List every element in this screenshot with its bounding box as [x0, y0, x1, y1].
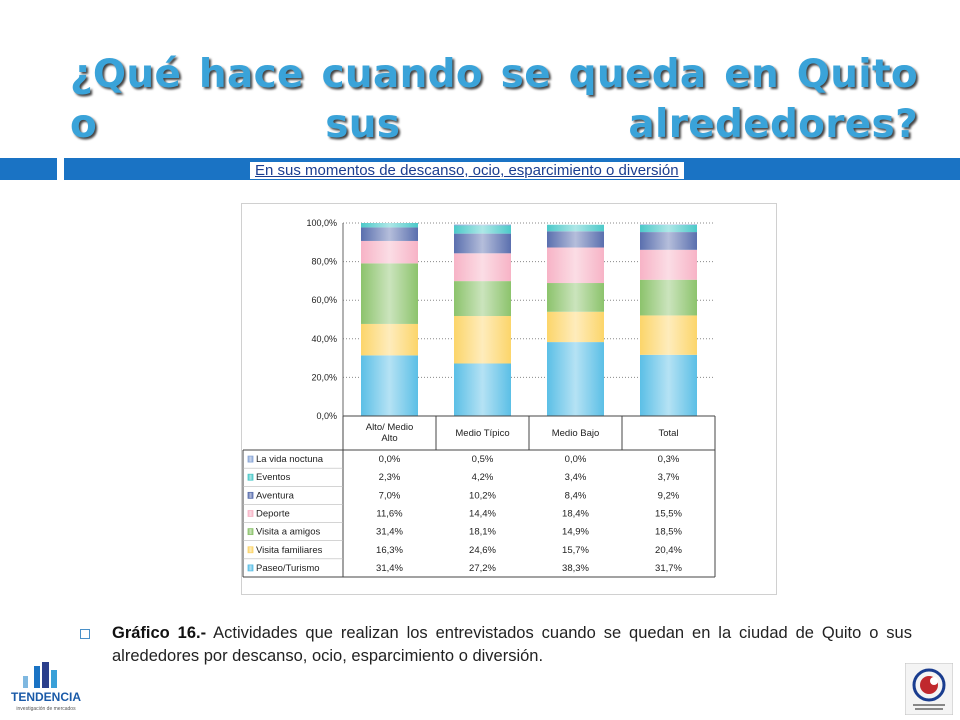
bar-segment-deporte	[640, 249, 697, 280]
legend-swatch-icon	[247, 510, 254, 517]
bar-segment-aventura	[454, 233, 511, 254]
legend-entry: Aventura	[256, 490, 295, 501]
bar-segment-aventura	[640, 232, 697, 250]
data-label: 3,7%	[658, 472, 680, 483]
legend-swatch-icon	[247, 546, 254, 554]
data-label: 31,4%	[376, 563, 403, 574]
bar-segment-aventura	[361, 227, 418, 241]
legend-swatch-icon	[247, 564, 254, 572]
data-label: 9,2%	[658, 490, 680, 501]
logo-building-1	[34, 666, 40, 688]
bar-segment-visita-a-amigos	[454, 281, 511, 317]
x-category-label: Medio Típico	[455, 428, 509, 439]
y-tick-label: 100,0%	[306, 218, 337, 228]
stacked-bar-chart: 0,0% 20,0% 40,0% 60,0% 80,0% 100,0% Alto/ Medi…	[242, 218, 716, 578]
bar-segment-visita-a-amigos	[547, 283, 604, 312]
data-label: 10,2%	[469, 490, 496, 501]
logo-spot-icon	[930, 677, 938, 685]
legend-entry: Visita familiares	[256, 545, 323, 556]
legend-entry: Eventos	[256, 472, 291, 483]
tendencia-logo: TENDENCIA investigación de mercados	[11, 662, 81, 712]
logo-left-tagline: investigación de mercados	[16, 706, 76, 712]
bar-segment-visita-familiares	[361, 323, 418, 356]
legend-entry: Visita a amigos	[256, 527, 320, 538]
data-label: 31,7%	[655, 563, 682, 574]
logo-ring-icon	[912, 668, 946, 702]
bar-segment-eventos	[361, 223, 418, 228]
data-label: 11,6%	[376, 508, 403, 519]
data-label: 14,9%	[562, 527, 589, 538]
bar-segment-la-vida-noctuna	[640, 224, 697, 225]
logo-building-4	[23, 676, 28, 688]
data-label: 31,4%	[376, 527, 403, 538]
x-category-label: Alto	[381, 433, 397, 444]
data-label: 15,5%	[655, 508, 682, 519]
data-label: 14,4%	[469, 508, 496, 519]
logo-left-text: TENDENCIA	[11, 690, 81, 704]
caption-bullet-icon	[80, 629, 90, 639]
data-label: 16,3%	[376, 545, 403, 556]
legend-entry: Paseo/Turismo	[256, 563, 320, 574]
y-tick-label: 20,0%	[311, 372, 337, 382]
data-label: 0,0%	[379, 454, 401, 465]
caption-text: Actividades que realizan los entrevistad…	[112, 624, 912, 665]
x-category-label: Alto/ Medio	[366, 422, 414, 433]
data-label: 4,2%	[472, 472, 494, 483]
bar-segment-la-vida-noctuna	[454, 224, 511, 226]
y-tick-label: 0,0%	[316, 411, 337, 421]
legend-entry: La vida noctuna	[256, 454, 324, 465]
legend-swatch-icon	[247, 528, 254, 536]
bar-segment-visita-a-amigos	[361, 263, 418, 324]
bar-segment-aventura	[547, 231, 604, 248]
legend-swatch-icon	[247, 455, 254, 463]
header-band-left	[0, 158, 57, 180]
legend-entry: Deporte	[256, 508, 290, 519]
data-label: 20,4%	[655, 545, 682, 556]
caption-label: Gráfico 16.-	[112, 624, 207, 642]
bar-segment-eventos	[640, 224, 697, 233]
data-label: 8,4%	[565, 490, 587, 501]
data-label: 18,1%	[469, 527, 496, 538]
x-category-label: Medio Bajo	[552, 428, 600, 439]
bar-segment-paseo-turismo	[454, 363, 511, 416]
data-label: 0,0%	[565, 454, 587, 465]
y-tick-label: 80,0%	[311, 257, 337, 267]
quito-tourism-logo	[905, 663, 953, 715]
bar-segment-eventos	[547, 224, 604, 232]
legend-swatch-icon	[247, 473, 254, 481]
data-label: 38,3%	[562, 563, 589, 574]
bar-segment-eventos	[454, 225, 511, 234]
data-label: 18,5%	[655, 527, 682, 538]
bar-segment-paseo-turismo	[547, 342, 604, 416]
data-label: 27,2%	[469, 563, 496, 574]
caption-body: Gráfico 16.- Actividades que realizan lo…	[112, 622, 912, 668]
data-label: 0,5%	[472, 454, 494, 465]
bar-segment-deporte	[454, 253, 511, 282]
data-label: 2,3%	[379, 472, 401, 483]
logo-building-2	[42, 662, 49, 688]
data-label: 15,7%	[562, 545, 589, 556]
bar-segment-paseo-turismo	[640, 354, 697, 416]
chart-frame: 0,0% 20,0% 40,0% 60,0% 80,0% 100,0% Alto/ Medi…	[241, 203, 777, 595]
x-category-label: Total	[658, 428, 678, 439]
figure-caption: Gráfico 16.- Actividades que realizan lo…	[80, 622, 912, 668]
y-tick-label: 40,0%	[311, 334, 337, 344]
data-label: 7,0%	[379, 490, 401, 501]
data-label: 24,6%	[469, 545, 496, 556]
bar-segment-visita-familiares	[547, 311, 604, 343]
legend-swatch-icon	[247, 491, 254, 499]
slide-subtitle: En sus momentos de descanso, ocio, espar…	[250, 162, 684, 179]
bar-segment-deporte	[361, 240, 418, 264]
data-label: 0,3%	[658, 454, 680, 465]
bar-segment-deporte	[547, 247, 604, 284]
data-label: 3,4%	[565, 472, 587, 483]
bar-segment-visita-a-amigos	[640, 279, 697, 316]
bar-segment-paseo-turismo	[361, 355, 418, 416]
y-tick-label: 60,0%	[311, 295, 337, 305]
slide-title: ¿Qué hace cuando se queda en Quito o sus…	[70, 52, 918, 147]
data-label: 18,4%	[562, 508, 589, 519]
logo-building-3	[51, 670, 57, 688]
bar-segment-visita-familiares	[454, 316, 511, 364]
bar-segment-visita-familiares	[640, 315, 697, 355]
